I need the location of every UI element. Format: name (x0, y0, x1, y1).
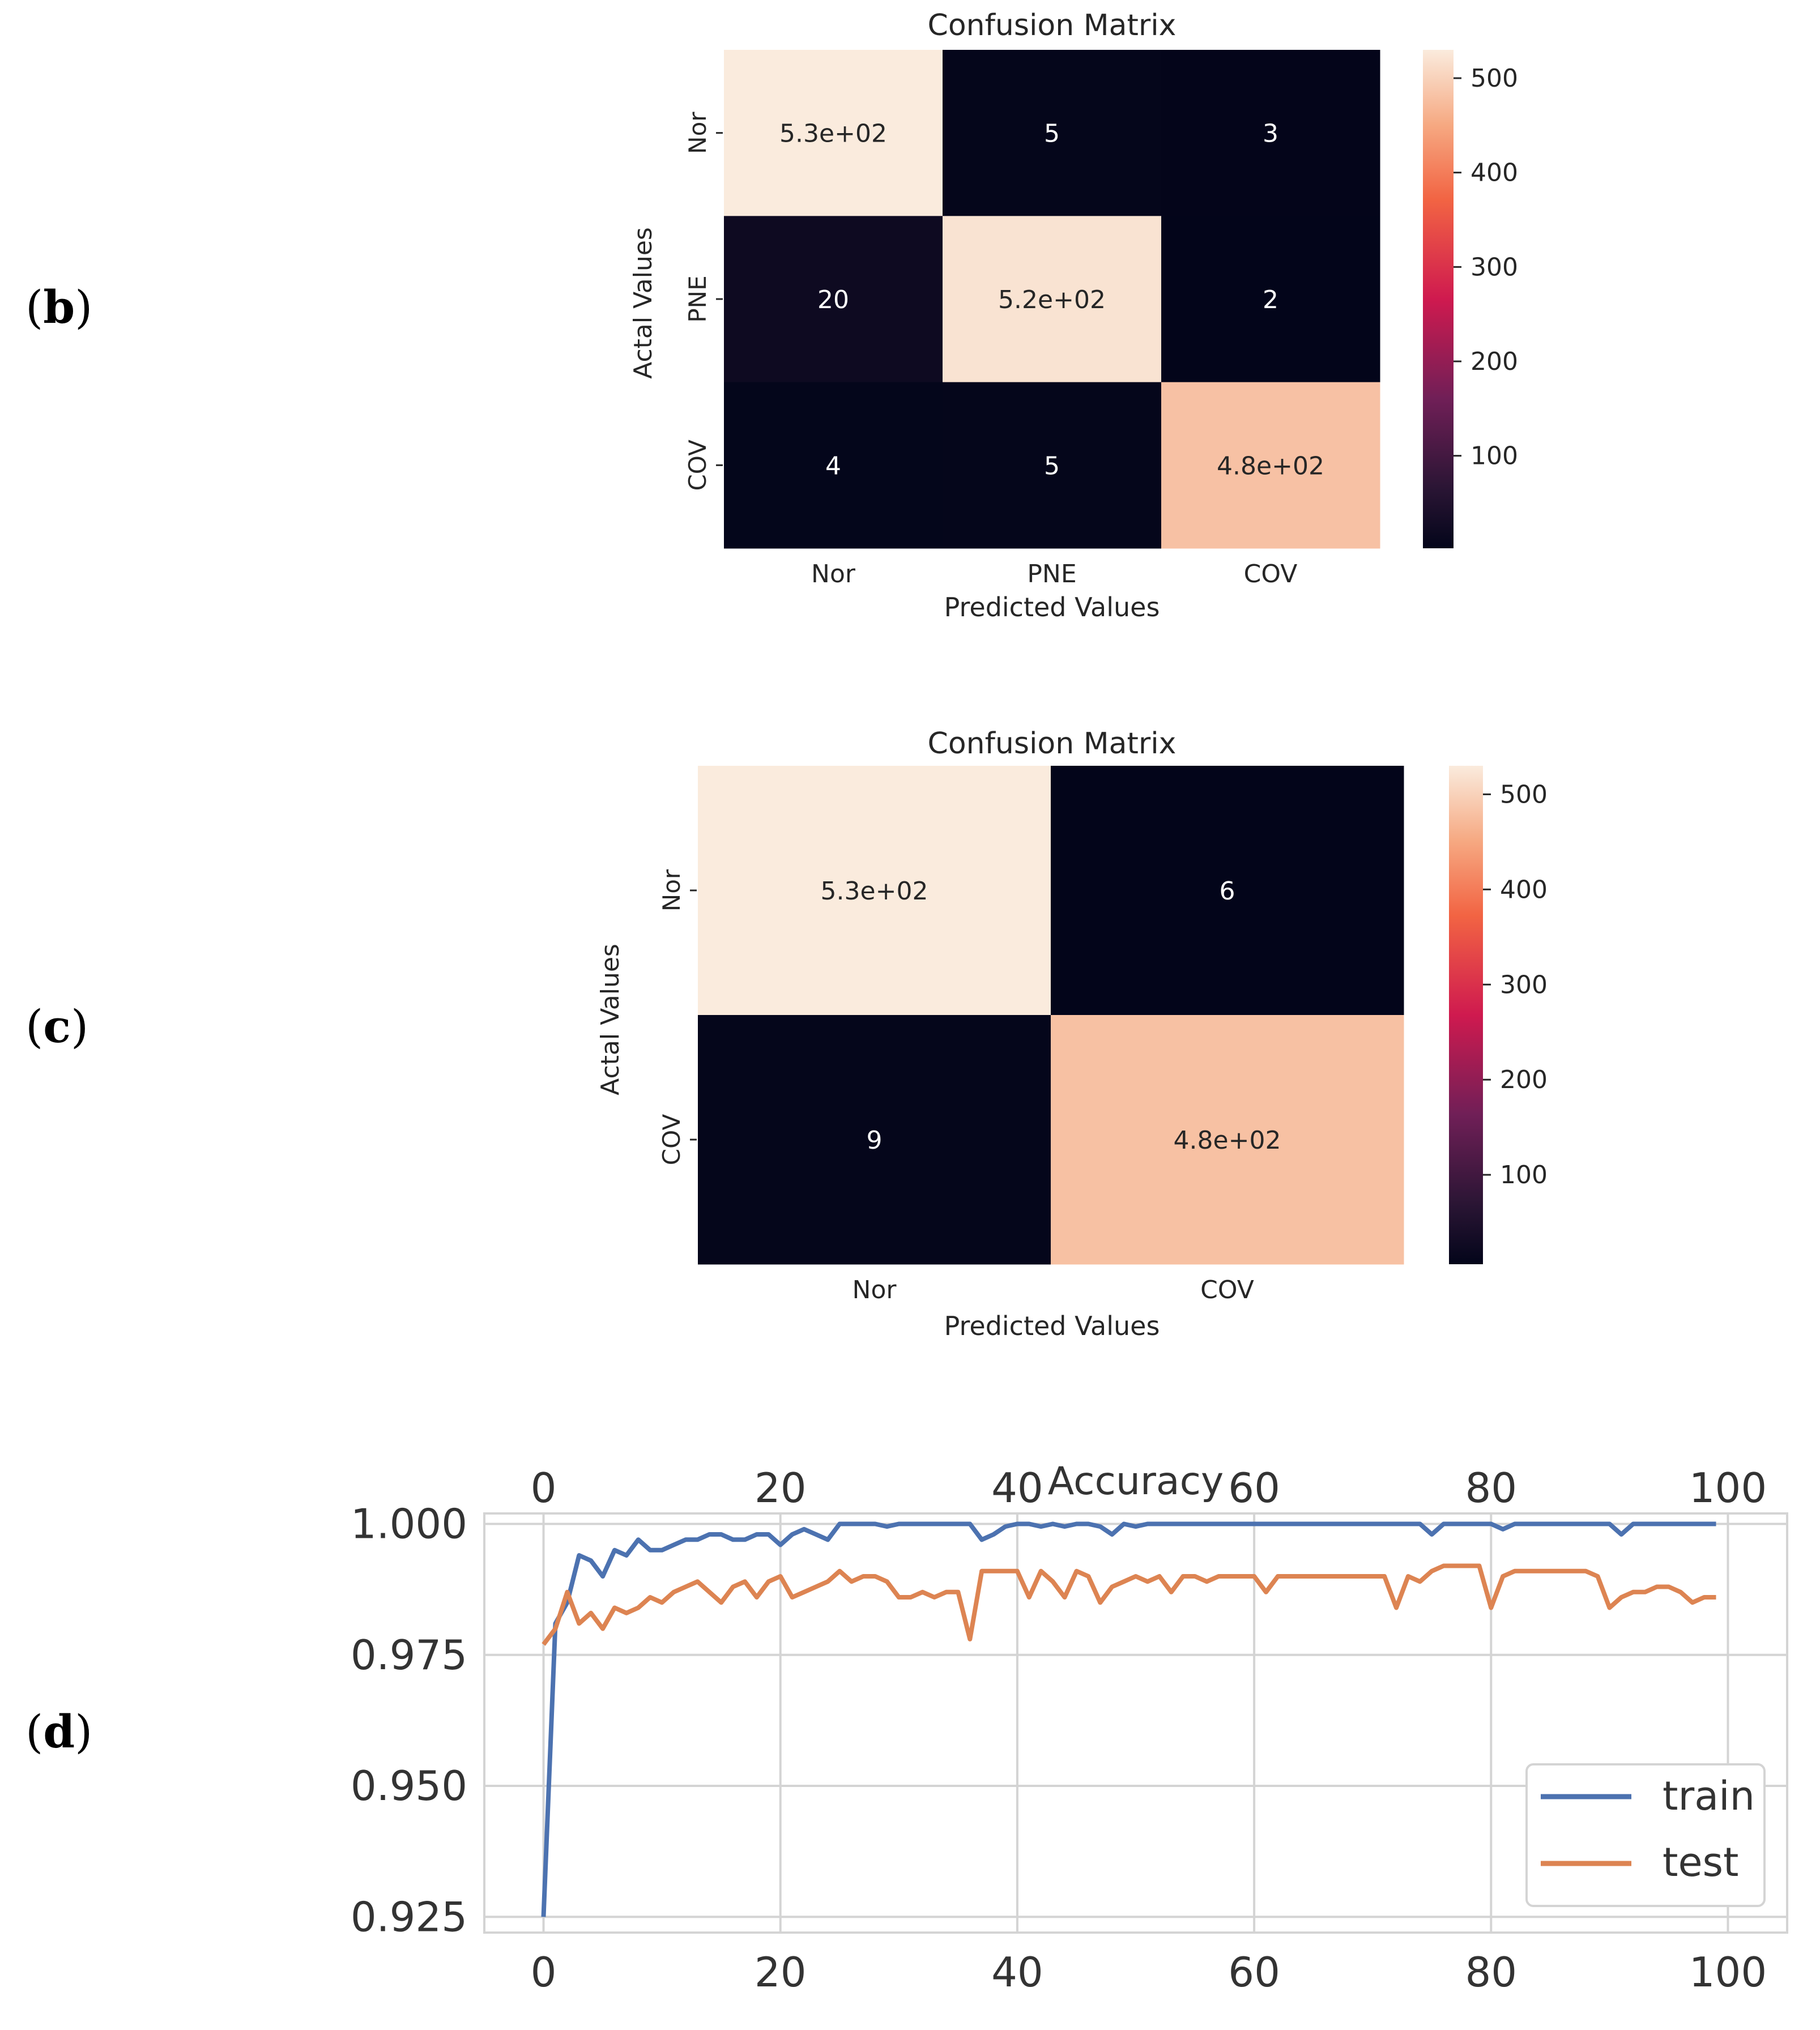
colorbar-tick-label: 100 (1471, 442, 1518, 471)
series-lines (541, 1521, 1716, 1917)
cell-annotation: 4.8e+02 (1217, 451, 1324, 480)
cell-annotation: 5.3e+02 (821, 877, 928, 906)
x-tick-label-top: 0 (531, 1464, 557, 1512)
cell-annotation: 2 (1263, 285, 1278, 314)
x-tick-label-top: 40 (991, 1464, 1043, 1512)
colorbar-ticks: 100 200 300 400 500 (1483, 780, 1548, 1189)
x-tick-label: COV (1244, 560, 1298, 588)
cell-annotation: 5.3e+02 (779, 120, 887, 148)
legend-box (1525, 1763, 1766, 1907)
colorbar-tick-label: 300 (1500, 970, 1548, 999)
y-tick-label: 1.000 (351, 1500, 467, 1548)
x-tick-labels: Nor COV (853, 1276, 1254, 1304)
y-tick-label: 0.950 (351, 1762, 467, 1810)
x-tick-label-bottom: 40 (991, 1948, 1043, 1996)
y-tick-label: 0.925 (351, 1893, 467, 1941)
colorbar (1449, 766, 1483, 1264)
heatmap-cell (1051, 766, 1404, 1016)
cell-annotation: 5 (1044, 451, 1060, 480)
legend-test-label: test (1663, 1839, 1738, 1886)
heatmap-cell (698, 1015, 1051, 1265)
colorbar-tick-label: 200 (1500, 1065, 1548, 1094)
y-axis-label: Actal Values (596, 944, 625, 1095)
heatmap-cell (724, 50, 943, 216)
y-tick-labels: Nor COV (658, 869, 697, 1165)
x-tick-label-top: 100 (1689, 1464, 1767, 1512)
cell-annotation: 9 (867, 1126, 883, 1155)
colorbar-tick-label: 100 (1500, 1161, 1548, 1189)
cell-annotation: 6 (1220, 877, 1235, 906)
cell-annotation: 20 (817, 285, 849, 314)
y-tick-label: COV (658, 1114, 685, 1166)
y-tick-label: COV (684, 440, 711, 491)
cell-annotation: 4 (825, 451, 841, 480)
heatmap-cell (724, 216, 943, 383)
series-line-train (541, 1521, 1716, 1917)
legend-train-label: train (1663, 1773, 1755, 1819)
colorbar-tick-label: 200 (1471, 347, 1518, 376)
y-tick-label: Nor (684, 112, 711, 154)
chart-title: Confusion Matrix (928, 727, 1177, 761)
y-tick-label: PNE (684, 275, 711, 322)
heatmap-cell (724, 382, 943, 549)
heatmap-cell (1051, 1015, 1404, 1265)
x-tick-label: Nor (853, 1276, 897, 1304)
heatmap-cell (943, 382, 1162, 549)
colorbar-tick-label: 500 (1500, 780, 1548, 809)
colorbar-tick-label: 400 (1500, 875, 1548, 904)
chart-title: Confusion Matrix (928, 8, 1177, 42)
cell-annotation: 5.2e+02 (998, 285, 1106, 314)
heatmap-cell (1161, 382, 1380, 549)
cell-annotation: 4.8e+02 (1174, 1126, 1281, 1155)
legend: train test (1525, 1763, 1766, 1907)
heatmap-cell (943, 216, 1162, 383)
x-tick-label-top: 60 (1228, 1464, 1280, 1512)
panel-label-b: (b) (25, 280, 92, 334)
accuracy-chart: 0 0 20 20 40 40 60 60 80 80 100 100 0.925 0.950 0.975… (351, 1459, 1788, 1996)
heatmap-cell (943, 50, 1162, 216)
x-tick-label-bottom: 100 (1689, 1948, 1767, 1996)
x-tick-label-bottom: 0 (531, 1948, 557, 1996)
heatmap-cell (1161, 50, 1380, 216)
chart-title: Accuracy (1048, 1459, 1224, 1504)
heatmap-cells: 5.3e+02 6 9 4.8e+02 (698, 766, 1404, 1265)
colorbar (1423, 50, 1454, 548)
y-axis-label: Actal Values (629, 227, 658, 379)
x-axis-label: Predicted Values (944, 1311, 1160, 1341)
y-tick-label: Nor (658, 869, 685, 911)
confusion-matrix-2x2: Confusion Matrix 5.3e+02 6 9 4.8e+02 Nor COV… (596, 727, 1548, 1341)
x-tick-label: Nor (811, 560, 856, 588)
confusion-matrix-3x3: Confusion Matrix 5.3e+02 5 3 20 5.2e+02 2 4 5 4.… (629, 8, 1518, 622)
heatmap-cells: 5.3e+02 5 3 20 5.2e+02 2 4 5 4.8e+02 (724, 50, 1380, 549)
x-tick-label: COV (1200, 1276, 1254, 1304)
y-tick-label: 0.975 (351, 1631, 467, 1679)
colorbar-tick-label: 500 (1471, 64, 1518, 93)
panel-label-d: (d) (25, 1705, 92, 1758)
x-tick-label-bottom: 20 (755, 1948, 807, 1996)
x-tick-label: PNE (1027, 560, 1076, 588)
x-tick-label-top: 20 (755, 1464, 807, 1512)
series-line-test (542, 1563, 1716, 1646)
x-tick-label-top: 80 (1465, 1464, 1517, 1512)
panel-label-c: (c) (25, 1000, 88, 1053)
colorbar-tick-label: 400 (1471, 159, 1518, 187)
x-tick-label-bottom: 60 (1228, 1948, 1280, 1996)
cell-annotation: 5 (1044, 120, 1060, 148)
heatmap-cell (1161, 216, 1380, 383)
y-tick-labels: 0.925 0.950 0.975 1.000 (351, 1500, 467, 1941)
x-tick-labels: Nor PNE COV (811, 560, 1297, 588)
y-tick-labels: Nor PNE COV (684, 112, 723, 491)
colorbar-ticks: 100 200 300 400 500 (1454, 64, 1518, 471)
x-axis-label: Predicted Values (944, 592, 1160, 622)
cell-annotation: 3 (1263, 120, 1278, 148)
x-tick-label-bottom: 80 (1465, 1948, 1517, 1996)
colorbar-tick-label: 300 (1471, 253, 1518, 282)
x-tick-labels: 0 0 20 20 40 40 60 60 80 80 100 100 (531, 1464, 1767, 1996)
heatmap-cell (698, 766, 1051, 1016)
